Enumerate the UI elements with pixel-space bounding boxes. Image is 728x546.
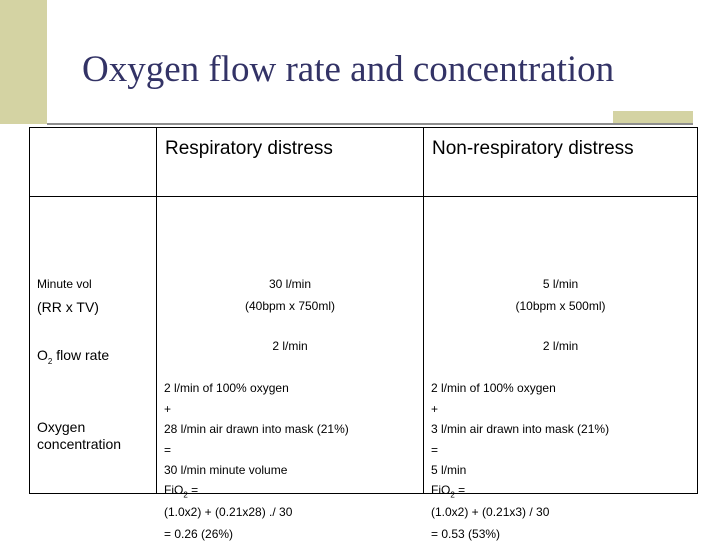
calc-line: 3 l/min air drawn into mask (21%) — [431, 422, 610, 436]
fio2-formula: (1.0x2) + (0.21x3) / 30 — [431, 505, 550, 519]
header-respiratory-distress: Respiratory distress — [156, 127, 424, 197]
calc-line: 2 l/min of 100% oxygen — [164, 381, 289, 395]
calc-line: 28 l/min air drawn into mask (21%) — [164, 422, 349, 436]
non-respiratory-distress-cell: 5 l/min (10bpm x 500ml) 2 l/min 2 l/min … — [423, 196, 698, 541]
row-labels-cell: Minute vol (RR x TV) O2 flow rate Oxygen… — [29, 196, 157, 494]
title-divider — [47, 123, 693, 125]
calc-line: = — [164, 443, 172, 457]
fio2-result: = 0.26 (26%) — [164, 527, 234, 541]
minute-vol-value: 30 l/min — [268, 277, 312, 291]
oxygen-table: Respiratory distress Non-respiratory dis… — [29, 127, 698, 541]
calc-line: 5 l/min — [431, 463, 467, 477]
flow-rate-value: 2 l/min — [272, 339, 308, 353]
respiratory-distress-cell: 30 l/min (40bpm x 750ml) 2 l/min 2 l/min… — [156, 196, 424, 541]
label-minute-vol: Minute vol — [37, 277, 92, 291]
flow-rate-value: 2 l/min — [542, 339, 579, 353]
header-row: Respiratory distress Non-respiratory dis… — [29, 127, 698, 197]
fio2-label: FiO2 = — [164, 483, 199, 500]
fio2-label: FiO2 = — [431, 483, 466, 500]
calc-line: + — [164, 402, 172, 416]
minute-vol-calc: (10bpm x 500ml) — [515, 299, 606, 313]
label-rr-tv: (RR x TV) — [37, 299, 99, 315]
calc-line: 30 l/min minute volume — [164, 463, 288, 477]
body-row: Minute vol (RR x TV) O2 flow rate Oxygen… — [29, 196, 698, 541]
right-accent-bar — [613, 111, 693, 123]
header-non-respiratory-distress: Non-respiratory distress — [423, 127, 698, 197]
left-accent-bar — [0, 0, 47, 124]
fio2-result: = 0.53 (53%) — [431, 527, 501, 541]
minute-vol-calc: (40bpm x 750ml) — [244, 299, 336, 313]
slide-title: Oxygen flow rate and concentration — [82, 49, 615, 90]
calc-line: = — [431, 443, 439, 457]
fio2-formula: (1.0x2) + (0.21x28) ./ 30 — [164, 505, 293, 519]
label-oxygen-concentration: Oxygen concentration — [37, 419, 122, 452]
label-o2-flow-rate: O2 flow rate — [37, 347, 110, 366]
calc-line: 2 l/min of 100% oxygen — [431, 381, 556, 395]
minute-vol-value: 5 l/min — [542, 277, 579, 291]
calc-line: + — [431, 402, 439, 416]
header-cell-empty — [29, 127, 157, 197]
